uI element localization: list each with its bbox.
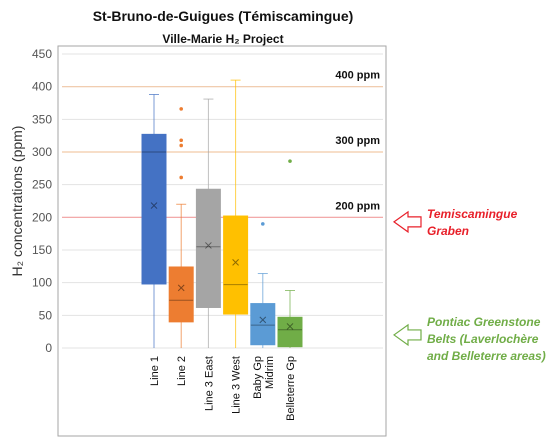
chart-subtitle: Ville-Marie H₂ Project	[162, 32, 284, 46]
box-baby-gp-midrim	[250, 222, 276, 348]
annotation-line: Pontiac Greenstone	[427, 315, 541, 329]
y-tick-label: 50	[39, 308, 53, 322]
outlier-point	[179, 138, 183, 143]
box-body	[141, 133, 167, 285]
y-tick-label: 250	[32, 178, 52, 192]
box-body	[195, 188, 221, 308]
reference-line-label: 400 ppm	[335, 70, 380, 82]
x-tick-label-line: Line 1	[149, 356, 161, 386]
box-line-1	[141, 94, 167, 348]
y-tick-label: 100	[32, 276, 52, 290]
mean-marker	[205, 242, 212, 249]
outlier-point	[261, 222, 265, 226]
y-tick-label: 0	[45, 341, 52, 355]
arrow-left-icon	[392, 210, 422, 234]
y-axis-label: H₂ concentrations (ppm)	[9, 126, 25, 277]
x-tick-label: Line 3 West	[231, 356, 243, 414]
annotation-line: Belts (Laverlochère	[427, 332, 539, 346]
chart-title: St-Bruno-de-Guigues (Témiscamingue)	[92, 8, 354, 24]
box-belleterre-gp	[277, 159, 303, 348]
mean-marker	[177, 284, 185, 292]
x-tick-label: Belleterre Gp	[285, 356, 297, 421]
y-tick-label: 350	[32, 112, 52, 126]
x-tick-label-line: Line 2	[176, 356, 188, 386]
box-body	[223, 215, 249, 315]
y-tick-label: 300	[32, 145, 52, 159]
annotation-line: Graben	[427, 224, 470, 238]
mean-marker	[232, 259, 239, 266]
x-tick-label-line: Line 3 East	[203, 356, 215, 411]
arrow-left-icon	[392, 323, 422, 347]
plot-frame	[57, 45, 387, 437]
annotation-graben: Temiscamingue Graben	[427, 206, 517, 240]
x-tick-label: Line 1	[149, 356, 161, 386]
x-tick-label: Baby GpMidrim	[252, 356, 276, 399]
mean-marker	[259, 316, 267, 324]
x-tick-label-line: Midrim	[264, 356, 276, 389]
box-body	[277, 316, 303, 348]
annotation-line: and Belleterre areas)	[427, 349, 546, 363]
y-tick-label: 150	[32, 243, 52, 257]
y-tick-label: 450	[32, 47, 52, 61]
mean-marker	[150, 202, 158, 209]
reference-line-label: 200 ppm	[335, 200, 380, 212]
reference-line-label: 300 ppm	[335, 135, 380, 147]
annotation-line: Temiscamingue	[427, 207, 518, 221]
annotation-pontiac: Pontiac Greenstone Belts (Laverlochère a…	[427, 314, 546, 365]
outlier-point	[288, 159, 292, 163]
y-tick-label: 200	[32, 210, 52, 224]
y-tick-label: 400	[32, 80, 52, 94]
box-body	[250, 303, 276, 346]
box-line-3-east	[195, 98, 221, 348]
box-line-3-west	[223, 79, 249, 348]
x-tick-label: Line 3 East	[203, 356, 215, 411]
outlier-point	[179, 175, 183, 180]
x-tick-label-line: Line 3 West	[231, 356, 243, 414]
x-tick-label-line: Belleterre Gp	[285, 356, 297, 421]
box-body	[168, 266, 194, 323]
x-tick-label-line: Baby Gp	[252, 356, 264, 399]
mean-marker	[286, 323, 294, 330]
outlier-point	[179, 143, 183, 148]
x-tick-label: Line 2	[176, 356, 188, 386]
outlier-point	[179, 107, 183, 111]
box-line-2	[168, 107, 194, 348]
